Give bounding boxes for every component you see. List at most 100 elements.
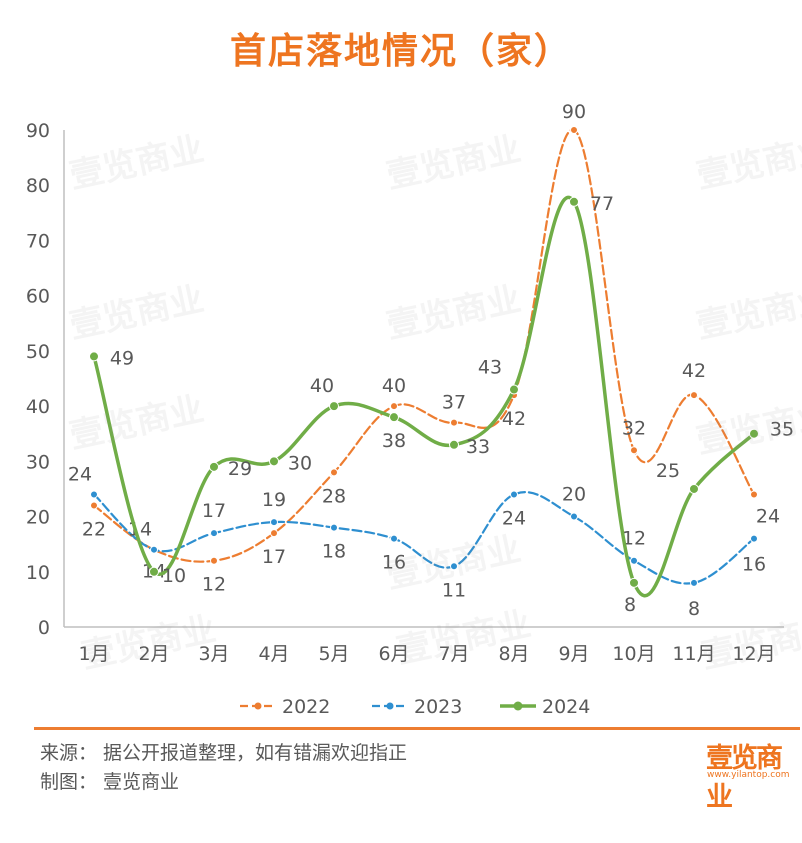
x-tick-label: 11月 [672, 643, 715, 665]
data-point-2022 [570, 126, 578, 134]
data-label-2024: 49 [110, 347, 134, 369]
data-point-2024 [389, 412, 399, 423]
data-label-2022: 42 [682, 360, 706, 382]
legend-label-2022: 2022 [282, 696, 330, 718]
legend-label-2023: 2023 [414, 696, 462, 718]
series-line-2023 [92, 491, 756, 585]
data-label-2023: 24 [502, 507, 526, 529]
data-label-2024: 77 [590, 193, 614, 215]
data-point-2024 [749, 428, 759, 439]
data-point-2022 [270, 529, 278, 538]
y-tick-label: 40 [26, 396, 50, 418]
data-point-2023 [210, 529, 218, 538]
data-label-2023: 19 [262, 489, 286, 511]
y-tick-label: 0 [38, 617, 50, 639]
y-tick-label: 10 [26, 562, 50, 584]
data-label-2023: 16 [742, 554, 766, 576]
y-tick-label: 50 [26, 341, 50, 363]
divider-line [34, 727, 800, 730]
legend-label-2024: 2024 [542, 696, 590, 718]
y-tick-label: 80 [26, 175, 50, 197]
data-label-2024: 40 [310, 375, 334, 397]
y-tick-label: 70 [26, 230, 50, 252]
x-tick-label: 12月 [732, 643, 775, 665]
x-tick-label: 4月 [258, 643, 289, 665]
data-point-2024 [449, 439, 459, 450]
x-tick-label: 7月 [438, 643, 469, 665]
x-tick-label: 2月 [138, 643, 169, 665]
x-tick-label: 1月 [78, 643, 109, 665]
data-point-2024 [209, 461, 219, 472]
series-line-2022 [92, 128, 756, 563]
data-label-2024: 25 [656, 460, 680, 482]
data-label-2024: 29 [228, 458, 252, 480]
data-point-2022 [330, 468, 338, 477]
data-point-2022 [210, 556, 218, 565]
series-line-2024 [92, 196, 756, 598]
x-tick-label: 3月 [198, 643, 229, 665]
data-label-2024: 30 [288, 452, 312, 474]
data-point-2024 [509, 384, 519, 395]
data-point-2022 [630, 446, 638, 455]
data-point-2023 [450, 562, 458, 571]
data-point-2023 [510, 490, 518, 499]
data-label-2022: 28 [322, 485, 346, 507]
data-label-2023: 8 [688, 598, 700, 620]
data-label-2023: 16 [382, 552, 406, 574]
data-point-2024 [149, 566, 159, 577]
data-point-2023 [150, 545, 158, 554]
data-point-2023 [690, 578, 698, 587]
data-point-2024 [689, 483, 699, 494]
x-tick-label: 10月 [612, 643, 655, 665]
data-label-2024: 38 [382, 430, 406, 452]
line-chart: 0 10 20 30 40 50 60 70 80 90 1月 2月 3月 4月 5月 6月 7月 8月 9月 10月… [26, 101, 794, 718]
data-point-2023 [330, 523, 338, 532]
data-point-2024 [89, 351, 99, 362]
data-label-2023: 12 [622, 528, 646, 550]
x-tick-label: 8月 [498, 643, 529, 665]
x-tick-label: 9月 [558, 643, 589, 665]
x-tick-label: 6月 [378, 643, 409, 665]
data-label-2022: 42 [502, 408, 526, 430]
data-label-2022: 22 [82, 519, 106, 541]
y-tick-label: 20 [26, 507, 50, 529]
data-point-2023 [750, 534, 758, 543]
data-label-2023: 11 [442, 579, 466, 601]
data-point-2022 [690, 391, 698, 400]
brand-url: www.yilantop.com [707, 770, 790, 780]
data-point-2022 [450, 418, 458, 427]
data-point-2023 [570, 512, 578, 521]
data-label-2023: 18 [322, 541, 346, 563]
brand-logo: 壹览商业 [706, 743, 783, 813]
chart-title: 首店落地情况（家） [229, 31, 572, 72]
data-label-2024: 10 [162, 565, 186, 587]
data-label-2024: 43 [478, 357, 502, 379]
data-point-2024 [269, 456, 279, 467]
data-point-2023 [630, 556, 638, 565]
legend-marker-2023 [386, 702, 394, 710]
y-tick-label: 60 [26, 286, 50, 308]
data-label-2023: 17 [202, 500, 226, 522]
data-point-2024 [569, 196, 579, 207]
data-label-2023: 20 [562, 484, 586, 506]
x-tick-label: 5月 [318, 643, 349, 665]
data-point-2022 [750, 490, 758, 499]
data-label-2022: 40 [382, 375, 406, 397]
data-label-2022: 90 [562, 101, 586, 123]
legend-marker-2022 [254, 702, 262, 710]
data-point-2024 [329, 401, 339, 412]
data-label-2024: 35 [770, 419, 794, 441]
data-label-2022: 37 [442, 392, 466, 414]
data-point-2022 [90, 501, 98, 510]
data-label-2022: 32 [622, 417, 646, 439]
data-label-2024: 33 [466, 436, 490, 458]
legend-marker-2024 [513, 701, 523, 711]
data-label-2022: 17 [262, 546, 286, 568]
data-point-2022 [390, 402, 398, 411]
data-label-2022: 12 [202, 574, 226, 596]
data-point-2023 [270, 518, 278, 527]
source-note: 来源： 据公开报道整理，如有错漏欢迎指正 [40, 742, 408, 764]
data-label-2022: 24 [756, 505, 780, 527]
data-label-2024: 8 [624, 594, 636, 616]
y-tick-label: 90 [26, 120, 50, 142]
